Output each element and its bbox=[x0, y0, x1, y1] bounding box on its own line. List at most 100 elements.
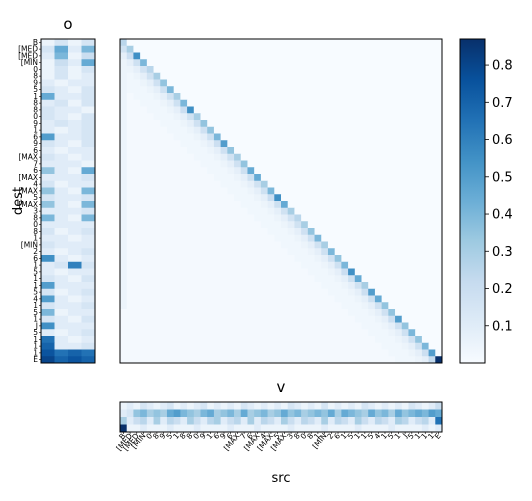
main-cell bbox=[267, 93, 275, 101]
main-cell bbox=[287, 133, 295, 141]
main-cell bbox=[133, 79, 141, 87]
main-cell bbox=[234, 147, 242, 155]
o-cell bbox=[68, 66, 82, 74]
main-cell bbox=[254, 234, 262, 242]
main-cell bbox=[254, 45, 262, 53]
v-cell bbox=[348, 417, 356, 425]
main-cell bbox=[287, 72, 295, 80]
main-cell bbox=[120, 79, 128, 87]
main-cell bbox=[435, 93, 443, 101]
main-cell bbox=[294, 214, 302, 222]
main-cell bbox=[140, 126, 148, 134]
main-cell bbox=[354, 194, 362, 202]
main-cell bbox=[220, 72, 228, 80]
main-cell bbox=[220, 86, 228, 94]
main-cell bbox=[260, 93, 268, 101]
main-cell bbox=[234, 187, 242, 195]
main-cell bbox=[395, 93, 403, 101]
main-cell bbox=[200, 255, 208, 263]
x-tick-label: 9 bbox=[218, 431, 228, 441]
main-cell bbox=[374, 52, 382, 60]
v-cell bbox=[314, 417, 322, 425]
main-cell bbox=[227, 261, 235, 269]
main-cell bbox=[200, 248, 208, 256]
main-cell bbox=[421, 194, 429, 202]
main-cell bbox=[374, 99, 382, 107]
v-cell bbox=[213, 417, 221, 425]
main-cell bbox=[281, 234, 289, 242]
main-cell bbox=[254, 221, 262, 229]
o-cell bbox=[68, 126, 82, 134]
main-cell bbox=[327, 248, 336, 256]
main-cell bbox=[240, 126, 248, 134]
main-cell bbox=[207, 315, 215, 323]
v-cell bbox=[327, 424, 336, 433]
main-cell bbox=[267, 255, 275, 263]
main-cell bbox=[133, 194, 141, 202]
main-cell bbox=[166, 275, 175, 283]
main-cell bbox=[140, 275, 148, 283]
main-cell bbox=[435, 261, 443, 269]
v-cell bbox=[395, 417, 403, 425]
main-cell bbox=[408, 342, 416, 350]
main-cell bbox=[368, 207, 376, 215]
main-cell bbox=[321, 322, 329, 330]
main-cell bbox=[435, 39, 443, 47]
o-cell bbox=[81, 309, 96, 317]
main-cell bbox=[173, 59, 181, 67]
main-cell bbox=[401, 234, 409, 242]
main-cell bbox=[334, 329, 342, 337]
main-cell bbox=[220, 268, 228, 276]
main-cell bbox=[126, 207, 134, 215]
x-tick-label: 9 bbox=[198, 431, 208, 441]
main-cell bbox=[415, 241, 423, 249]
main-cell bbox=[133, 248, 141, 256]
main-cell bbox=[348, 140, 356, 148]
main-cell bbox=[301, 336, 309, 344]
main-cell bbox=[240, 241, 248, 249]
main-cell bbox=[314, 140, 322, 148]
main-cell bbox=[287, 268, 295, 276]
v-cell bbox=[153, 402, 161, 410]
main-cell bbox=[421, 160, 429, 168]
main-cell bbox=[247, 147, 255, 155]
main-cell bbox=[146, 180, 154, 188]
main-cell bbox=[314, 342, 322, 350]
main-cell bbox=[421, 234, 429, 242]
main-cell bbox=[327, 147, 336, 155]
o-cell bbox=[54, 113, 69, 121]
main-cell bbox=[428, 322, 436, 330]
main-cell bbox=[435, 45, 443, 53]
v-cell bbox=[428, 424, 436, 433]
main-cell bbox=[140, 106, 148, 114]
main-cell bbox=[415, 322, 423, 330]
main-cell bbox=[260, 66, 268, 74]
main-cell bbox=[281, 147, 289, 155]
main-cell bbox=[408, 66, 416, 74]
main-cell bbox=[341, 194, 349, 202]
main-cell bbox=[368, 241, 376, 249]
main-cell bbox=[267, 302, 275, 310]
main-cell bbox=[240, 221, 248, 229]
main-cell bbox=[327, 106, 336, 114]
main-cell bbox=[213, 268, 221, 276]
main-cell bbox=[133, 113, 141, 121]
x-tick-label: 5 bbox=[406, 431, 416, 441]
main-cell bbox=[146, 187, 154, 195]
main-cell bbox=[354, 187, 362, 195]
main-cell bbox=[274, 241, 282, 249]
main-cell bbox=[187, 99, 195, 107]
main-cell bbox=[381, 275, 389, 283]
main-cell bbox=[421, 214, 429, 222]
main-cell bbox=[401, 126, 409, 134]
v-cell bbox=[354, 424, 362, 433]
main-cell bbox=[146, 140, 154, 148]
main-cell bbox=[126, 106, 134, 114]
main-cell bbox=[287, 356, 295, 364]
main-cell bbox=[193, 255, 201, 263]
main-cell bbox=[314, 261, 322, 269]
main-cell bbox=[287, 86, 295, 94]
main-cell bbox=[166, 228, 175, 236]
main-cell bbox=[341, 160, 349, 168]
main-cell bbox=[247, 302, 255, 310]
